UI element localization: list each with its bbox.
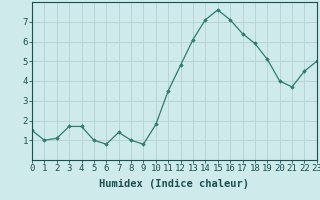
X-axis label: Humidex (Indice chaleur): Humidex (Indice chaleur) — [100, 179, 249, 189]
